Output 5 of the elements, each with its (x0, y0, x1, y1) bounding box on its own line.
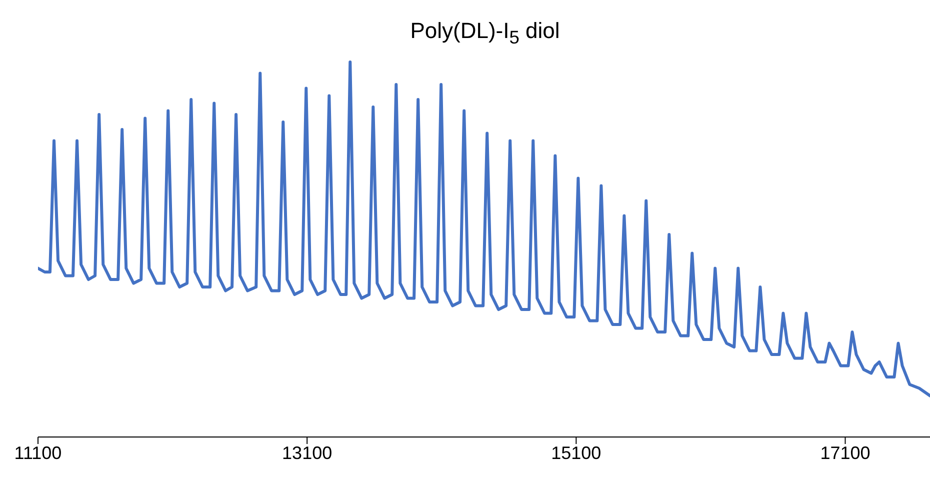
x-tick-label: 13100 (282, 442, 332, 463)
x-tick-label: 17100 (820, 442, 870, 463)
x-tick-label: 11100 (14, 442, 62, 463)
x-tick-label: 15100 (551, 442, 602, 463)
chart-title: Poly(DL)-I$_{5}$ diol (410, 18, 560, 48)
